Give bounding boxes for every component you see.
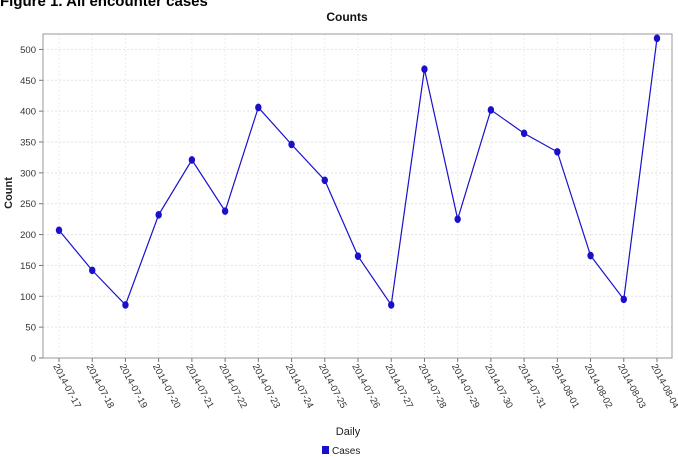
x-tick-label: 2014-08-04 [648,362,678,410]
figure-heading: Figure 1. All encounter cases [0,0,208,10]
x-axis: 2014-07-17 2014-07-18 2014-07-19 2014-07-20… [50,358,678,410]
y-tick-label: 0 [31,354,36,365]
x-axis-title: Daily [336,426,361,438]
x-tick-label: 2014-07-25 [316,362,349,410]
y-tick-label: 350 [20,138,36,149]
data-point [587,251,594,260]
x-tick-label: 2014-08-01 [549,362,582,410]
x-tick-label: 2014-07-26 [349,362,382,410]
y-tick-label: 100 [20,292,36,303]
data-point [122,301,129,309]
x-tick-label: 2014-07-28 [416,362,449,410]
x-tick-label: 2014-07-31 [515,362,548,410]
x-tick-label: 2014-07-27 [383,362,416,410]
chart-title: Counts [326,10,368,24]
x-tick-label: 2014-07-21 [183,362,216,410]
data-point [321,176,328,185]
x-tick-label: 2014-08-02 [582,362,615,410]
data-point [288,140,295,149]
data-point [255,103,262,112]
legend-label: Cases [332,446,360,457]
data-point [620,295,627,304]
y-tick-label: 50 [25,323,36,334]
data-point [388,301,395,309]
data-point [520,129,528,138]
y-tick-label: 450 [20,76,36,87]
y-tick-label: 150 [20,261,36,272]
x-tick-label: 2014-07-20 [150,362,183,410]
y-axis-title: Count [3,177,15,209]
data-point [487,106,495,114]
data-point [354,252,362,260]
y-tick-label: 300 [20,168,36,179]
legend[interactable]: Cases [322,446,360,457]
y-tick-label: 400 [20,107,36,118]
x-tick-label: 2014-07-30 [482,362,515,410]
y-tick-label: 200 [20,230,36,241]
data-point [89,266,96,275]
y-axis: 0 50 100 150 200 250 300 350 400 450 500 [20,45,43,365]
data-point [554,148,561,156]
data-point [454,215,461,223]
legend-swatch [322,446,329,454]
data-point [221,207,229,215]
series-cases [55,34,661,309]
y-tick-label: 250 [20,199,36,210]
x-tick-label: 2014-08-03 [615,362,648,410]
data-point [188,156,196,164]
data-point [653,34,661,43]
x-tick-label: 2014-07-24 [283,362,316,410]
gridlines [43,34,672,359]
y-tick-label: 500 [20,45,36,56]
data-point [155,211,162,219]
x-tick-label: 2014-07-18 [84,362,117,410]
data-point [55,226,63,235]
x-tick-label: 2014-07-17 [50,362,83,410]
x-tick-label: 2014-07-22 [216,362,249,410]
x-tick-label: 2014-07-29 [449,362,482,410]
x-tick-label: 2014-07-19 [117,362,150,410]
data-point [421,65,428,73]
x-tick-label: 2014-07-23 [250,362,283,410]
